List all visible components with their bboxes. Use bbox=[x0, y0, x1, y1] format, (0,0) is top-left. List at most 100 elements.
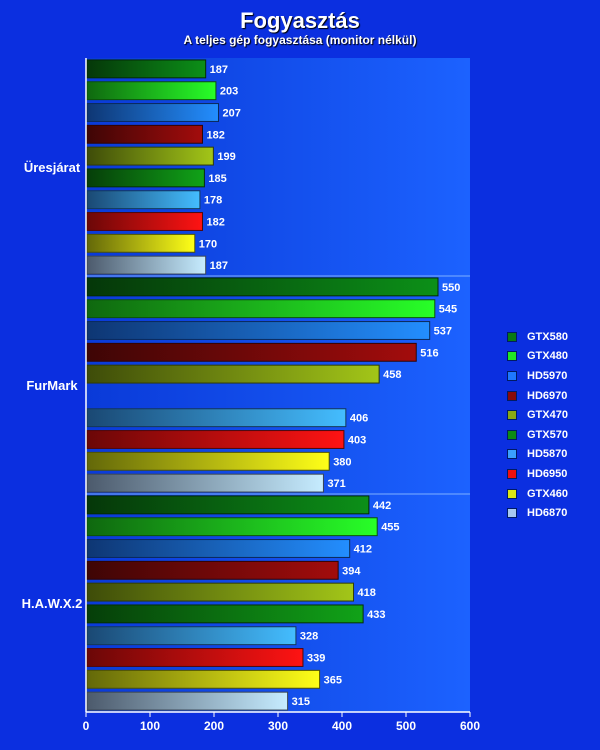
value-label: 442 bbox=[373, 500, 391, 512]
value-label: 365 bbox=[324, 674, 342, 686]
bar-gtx580-0 bbox=[86, 59, 207, 79]
value-label: 199 bbox=[217, 151, 235, 163]
legend-swatch bbox=[507, 390, 517, 401]
bar-hd5870-2 bbox=[86, 626, 297, 646]
category-label: FurMark bbox=[26, 378, 78, 393]
legend-swatch bbox=[507, 370, 517, 381]
value-label: 455 bbox=[381, 522, 399, 534]
bar-hd5870-1 bbox=[86, 408, 347, 428]
value-label: 545 bbox=[439, 304, 457, 316]
x-tick-label: 0 bbox=[83, 719, 90, 733]
legend-item: HD6950 bbox=[507, 464, 568, 484]
chart-title: Fogyasztás bbox=[240, 8, 360, 33]
value-label: 412 bbox=[354, 544, 372, 556]
legend-swatch bbox=[507, 410, 517, 421]
legend-label: HD5970 bbox=[527, 369, 568, 382]
bar-hd6950-0 bbox=[86, 212, 203, 231]
bar-hd6970-1 bbox=[86, 342, 417, 362]
value-label: 185 bbox=[208, 173, 226, 185]
legend-label: GTX470 bbox=[527, 409, 568, 422]
legend-label: HD6950 bbox=[527, 467, 568, 480]
value-label: 406 bbox=[350, 413, 368, 425]
legend-swatch bbox=[507, 429, 517, 440]
legend-swatch bbox=[507, 351, 517, 362]
category-label: H.A.W.X.2 bbox=[22, 596, 83, 611]
legend-item: GTX580 bbox=[507, 327, 568, 347]
bar-gtx460-1 bbox=[86, 451, 330, 471]
bar-gtx480-0 bbox=[86, 81, 217, 101]
value-label: 187 bbox=[210, 64, 228, 76]
legend-item: GTX470 bbox=[507, 405, 568, 425]
legend-item: HD6970 bbox=[507, 386, 568, 406]
value-label: 339 bbox=[307, 653, 325, 665]
x-tick-label: 300 bbox=[268, 719, 288, 733]
bar-hd6950-1 bbox=[86, 430, 345, 449]
legend-item: HD5870 bbox=[507, 445, 568, 465]
bar-gtx460-0 bbox=[86, 233, 196, 253]
bar-hd6950-2 bbox=[86, 648, 304, 667]
value-label: 187 bbox=[210, 260, 228, 272]
bar-gtx470-2 bbox=[86, 582, 355, 602]
bar-hd6870-0 bbox=[86, 255, 207, 275]
x-tick-label: 100 bbox=[140, 719, 160, 733]
value-label: 550 bbox=[442, 282, 460, 294]
bar-gtx470-1 bbox=[86, 364, 380, 384]
category-label: Üresjárat bbox=[24, 160, 81, 175]
legend-item: GTX570 bbox=[507, 425, 568, 445]
bar-gtx480-2 bbox=[86, 517, 378, 537]
legend-label: GTX580 bbox=[527, 330, 568, 343]
bar-gtx580-1 bbox=[86, 277, 439, 297]
legend-swatch bbox=[507, 508, 517, 519]
legend-label: HD5870 bbox=[527, 448, 568, 461]
bar-hd6870-2 bbox=[86, 691, 289, 711]
legend-label: GTX480 bbox=[527, 350, 568, 363]
legend-item: HD5970 bbox=[507, 366, 568, 386]
bar-hd5870-0 bbox=[86, 190, 201, 210]
x-tick-label: 200 bbox=[204, 719, 224, 733]
chart-legend: GTX580 GTX480 HD5970 HD6970 GTX470 GTX570 HD58… bbox=[507, 327, 568, 523]
bar-gtx570-2 bbox=[86, 604, 364, 624]
bar-gtx460-2 bbox=[86, 669, 321, 689]
x-tick-label: 600 bbox=[460, 719, 480, 733]
value-label: 203 bbox=[220, 86, 238, 98]
legend-item: GTX480 bbox=[507, 347, 568, 367]
x-tick-label: 400 bbox=[332, 719, 352, 733]
bar-gtx580-2 bbox=[86, 495, 370, 515]
value-label: 458 bbox=[383, 369, 401, 381]
bar-hd6970-0 bbox=[86, 124, 203, 144]
bar-hd6870-1 bbox=[86, 473, 324, 493]
legend-label: HD6970 bbox=[527, 389, 568, 402]
value-label: 182 bbox=[206, 129, 224, 141]
value-label: 403 bbox=[348, 435, 366, 447]
legend-label: HD6870 bbox=[527, 507, 568, 520]
value-label: 182 bbox=[206, 217, 224, 229]
legend-item: HD6870 bbox=[507, 503, 568, 523]
bar-gtx470-0 bbox=[86, 146, 214, 166]
bar-gtx480-1 bbox=[86, 299, 436, 319]
legend-swatch bbox=[507, 449, 517, 460]
value-label: 207 bbox=[222, 108, 240, 120]
value-label: 178 bbox=[204, 195, 222, 207]
bar-hd5970-2 bbox=[86, 539, 351, 558]
value-label: 537 bbox=[434, 326, 452, 338]
x-tick-label: 500 bbox=[396, 719, 416, 733]
legend-swatch bbox=[507, 488, 517, 499]
bar-hd5970-1 bbox=[86, 321, 431, 340]
legend-swatch bbox=[507, 468, 517, 479]
value-label: 371 bbox=[327, 478, 345, 490]
value-label: 328 bbox=[300, 631, 318, 643]
legend-swatch bbox=[507, 331, 517, 342]
value-label: 418 bbox=[358, 587, 376, 599]
value-label: 433 bbox=[367, 609, 385, 621]
value-label: 516 bbox=[420, 347, 438, 359]
value-label: 394 bbox=[342, 565, 361, 577]
value-label: 170 bbox=[199, 238, 217, 250]
value-label: 380 bbox=[333, 456, 351, 468]
chart-subtitle: A teljes gép fogyasztása (monitor nélkül… bbox=[183, 33, 417, 47]
plot-area bbox=[86, 58, 470, 712]
legend-item: GTX460 bbox=[507, 484, 568, 504]
bar-gtx570-0 bbox=[86, 168, 205, 188]
bar-hd6970-2 bbox=[86, 560, 339, 580]
value-label: 315 bbox=[292, 696, 310, 708]
